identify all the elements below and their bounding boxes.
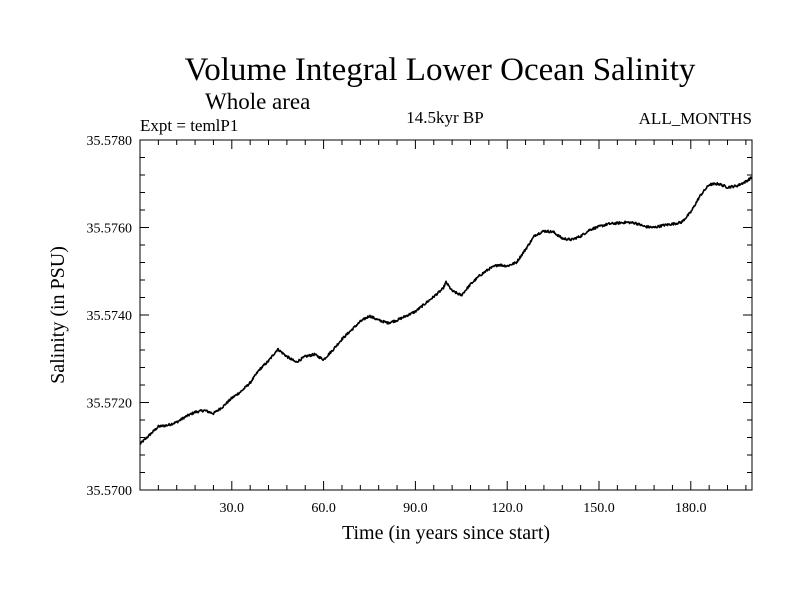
x-axis-label: Time (in years since start)	[342, 522, 550, 544]
y-tick-label: 35.5760	[87, 222, 133, 237]
months-label: ALL_MONTHS	[639, 109, 752, 128]
x-tick-label: 120.0	[491, 501, 523, 516]
y-tick-label: 35.5780	[87, 134, 133, 149]
x-tick-label: 150.0	[583, 501, 615, 516]
y-tick-label: 35.5720	[87, 397, 133, 412]
tick-labels: 30.0 60.0 90.0 120.0 150.0 180.0 35.5700 35.572…	[87, 134, 707, 516]
y-tick-label: 35.5740	[87, 309, 133, 324]
period-label: 14.5kyr BP	[406, 108, 483, 127]
experiment-label: Expt = temlP1	[140, 116, 238, 135]
y-tick-label: 35.5700	[87, 484, 133, 499]
axis-ticks	[140, 140, 752, 490]
x-tick-label: 60.0	[311, 501, 336, 516]
x-tick-label: 90.0	[403, 501, 428, 516]
series-line-salinity	[139, 176, 753, 445]
chart-title: Volume Integral Lower Ocean Salinity	[185, 52, 696, 88]
x-tick-label: 30.0	[220, 501, 245, 516]
chart-subtitle: Whole area	[205, 89, 310, 114]
y-axis-label: Salinity (in PSU)	[47, 246, 69, 384]
x-tick-label: 180.0	[675, 501, 707, 516]
plot-frame	[139, 139, 753, 491]
